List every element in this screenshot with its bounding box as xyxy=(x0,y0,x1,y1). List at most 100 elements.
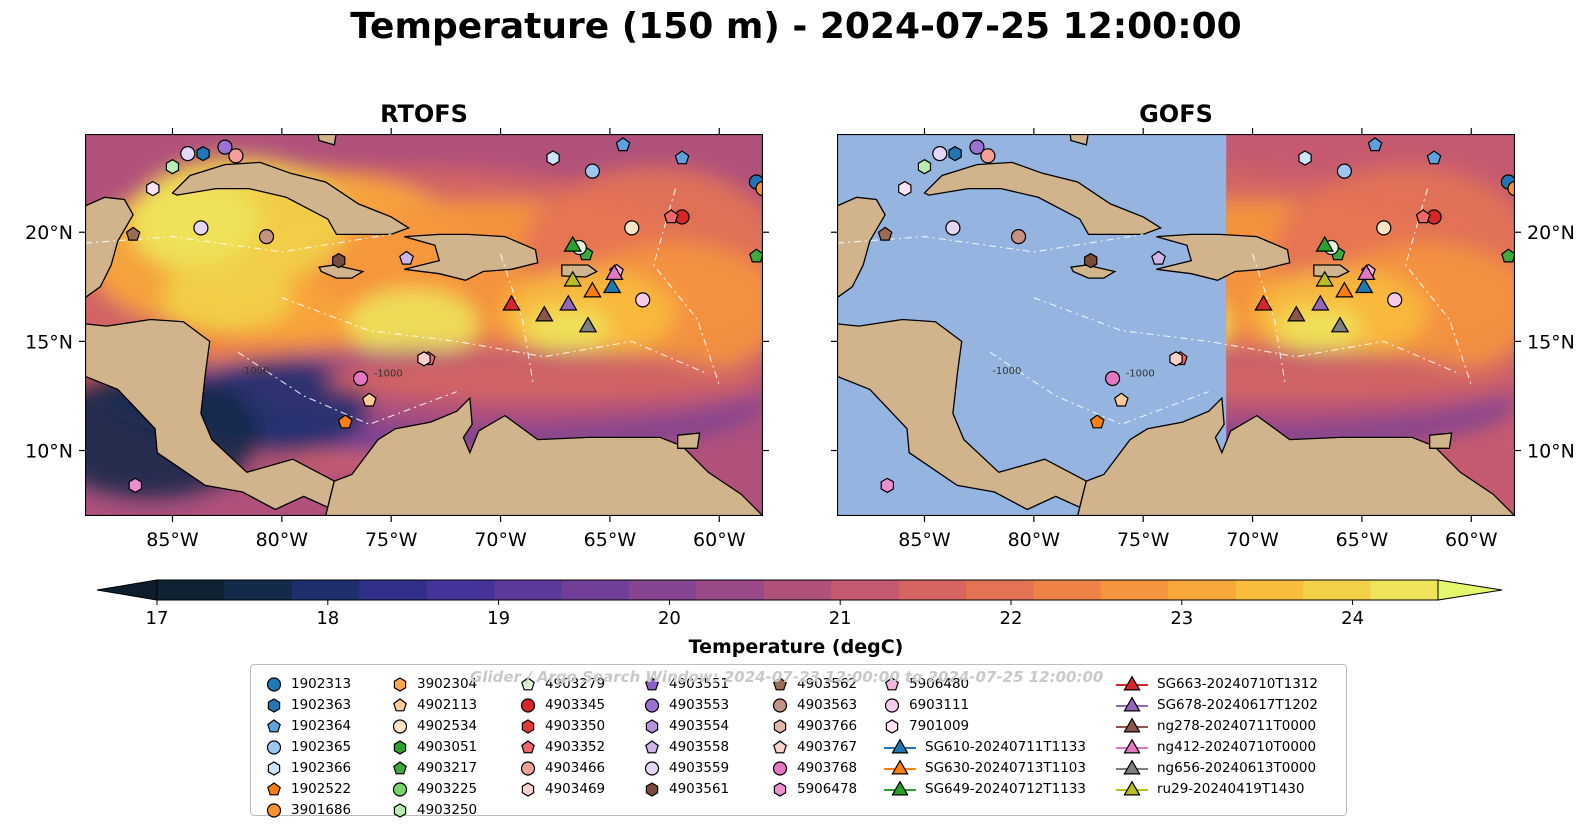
obs-SG649-20240712T1133 xyxy=(563,235,582,252)
legend-marker xyxy=(645,718,659,734)
obs-4903563 xyxy=(1010,228,1027,245)
legend-label: 4903554 xyxy=(669,717,730,734)
legend-item: ng656-20240613T0000 xyxy=(1115,757,1318,778)
legend-marker xyxy=(891,737,909,753)
obs-6903111 xyxy=(1387,292,1403,308)
obs-3901686 xyxy=(1507,180,1515,197)
colorbar-segment xyxy=(966,580,1034,600)
legend-marker-icon xyxy=(520,760,536,776)
obs-5906478 xyxy=(128,477,143,494)
legend-marker xyxy=(1123,695,1141,711)
legend-marker-icon xyxy=(393,760,407,774)
legend-item: 6903111 xyxy=(883,694,1086,715)
legend-item: 1902313 xyxy=(265,673,351,694)
obs-4903561 xyxy=(1084,252,1098,269)
legend-marker-icon xyxy=(1116,716,1148,732)
obs-4903562 xyxy=(125,226,141,241)
lat-tick-label: 15°N xyxy=(1527,331,1575,353)
colorbar-segment xyxy=(426,580,495,600)
legend-marker xyxy=(392,718,408,734)
legend-marker xyxy=(772,697,788,713)
legend-label: 4903563 xyxy=(797,696,858,713)
legend-item: 4903768 xyxy=(771,757,857,778)
obs-SG663-20240710T1312 xyxy=(502,294,521,311)
legend-item: 4903553 xyxy=(643,694,729,715)
legend-marker xyxy=(266,739,282,755)
obs-ng278-20240711T0000 xyxy=(1287,305,1306,322)
colorbar-segment xyxy=(1303,580,1372,600)
obs-4903352 xyxy=(228,148,244,164)
obs-4903559 xyxy=(193,220,209,236)
colorbar-over-arrow xyxy=(1437,579,1503,601)
colorbar-segment xyxy=(831,580,900,600)
legend-label: SG630-20240713T1103 xyxy=(925,759,1086,776)
legend-item: 4903766 xyxy=(771,715,857,736)
legend-marker xyxy=(1123,716,1141,732)
obs-4903250 xyxy=(917,159,932,175)
land-mexico-yucatan xyxy=(85,196,134,299)
legend-marker-icon xyxy=(521,676,535,690)
obs-SG678-20240617T1202 xyxy=(1311,294,1330,311)
obs-1902522 xyxy=(674,150,690,165)
legend-label: 4903766 xyxy=(797,717,858,734)
obs-1902363 xyxy=(196,145,210,162)
legend-item: 1902364 xyxy=(265,715,351,736)
obs-ru29-20240419T1430 xyxy=(1315,270,1334,287)
map-gofs: -1000 -1000 xyxy=(837,134,1515,516)
legend-label: 1902363 xyxy=(291,696,352,713)
legend-label: ng412-20240710T0000 xyxy=(1157,738,1317,755)
legend-item: 4903562 xyxy=(771,673,857,694)
obs-4903551 xyxy=(932,146,948,162)
legend-column: 3902304 4902113 4902534 4903051 4903217 49032… xyxy=(391,673,477,820)
legend-item: 1902366 xyxy=(265,757,351,778)
legend-marker xyxy=(393,802,407,818)
legend-label: 1902313 xyxy=(291,675,352,692)
legend-marker-icon xyxy=(393,739,407,755)
obs-4903562 xyxy=(877,226,893,241)
legend-marker xyxy=(267,697,281,713)
legend-marker xyxy=(267,760,281,776)
legend-label: 4903553 xyxy=(669,696,730,713)
legend-marker xyxy=(521,718,535,734)
obs-4902113 xyxy=(1113,392,1129,407)
legend-marker-icon xyxy=(267,718,281,732)
obs-4903352 xyxy=(980,148,996,164)
legend-label: ng278-20240711T0000 xyxy=(1157,717,1317,734)
legend-marker xyxy=(392,781,408,797)
contour-label: -1000 xyxy=(240,366,269,377)
colorbar-segment xyxy=(224,580,293,600)
lon-tick-label: 70°W xyxy=(1226,529,1279,551)
legend-item: ng278-20240711T0000 xyxy=(1115,715,1318,736)
obs-4903563 xyxy=(258,228,275,245)
colorbar-under-arrow xyxy=(96,579,158,601)
obs-ng278-20240711T0000 xyxy=(535,305,554,322)
obs-ng412-20240710T0000 xyxy=(605,264,624,280)
obs-5906478 xyxy=(880,477,895,494)
legend-marker xyxy=(772,760,788,776)
legend-item: 4903563 xyxy=(771,694,857,715)
colorbar-label: Temperature (degC) xyxy=(688,636,904,658)
legend-marker-icon xyxy=(266,739,282,755)
legend-label: 4902113 xyxy=(417,696,478,713)
obs-1902366 xyxy=(546,150,560,166)
map-rtofs: -1000 -1000 xyxy=(85,134,763,516)
obs-4903350 xyxy=(663,209,679,224)
obs-4902534 xyxy=(624,220,640,236)
legend-marker-icon xyxy=(521,739,535,753)
legend-marker-icon xyxy=(1116,695,1148,711)
legend-label: SG649-20240712T1133 xyxy=(925,780,1086,797)
legend-marker xyxy=(521,781,535,797)
obs-1902365 xyxy=(584,163,601,179)
obs-4903561 xyxy=(332,252,346,269)
obs-ng656-20240613T0000 xyxy=(578,316,598,333)
legend-label: 1902366 xyxy=(291,759,352,776)
legend-item: SG649-20240712T1133 xyxy=(883,778,1086,799)
obs-4903350 xyxy=(1415,209,1431,224)
legend-marker-icon xyxy=(392,781,408,797)
legend-label: 6903111 xyxy=(909,696,970,713)
obs-SG649-20240712T1133 xyxy=(1315,235,1334,252)
legend-marker xyxy=(773,676,787,690)
legend-marker-icon xyxy=(645,739,659,753)
legend-label: 1902365 xyxy=(291,738,352,755)
legend-marker xyxy=(773,781,787,797)
